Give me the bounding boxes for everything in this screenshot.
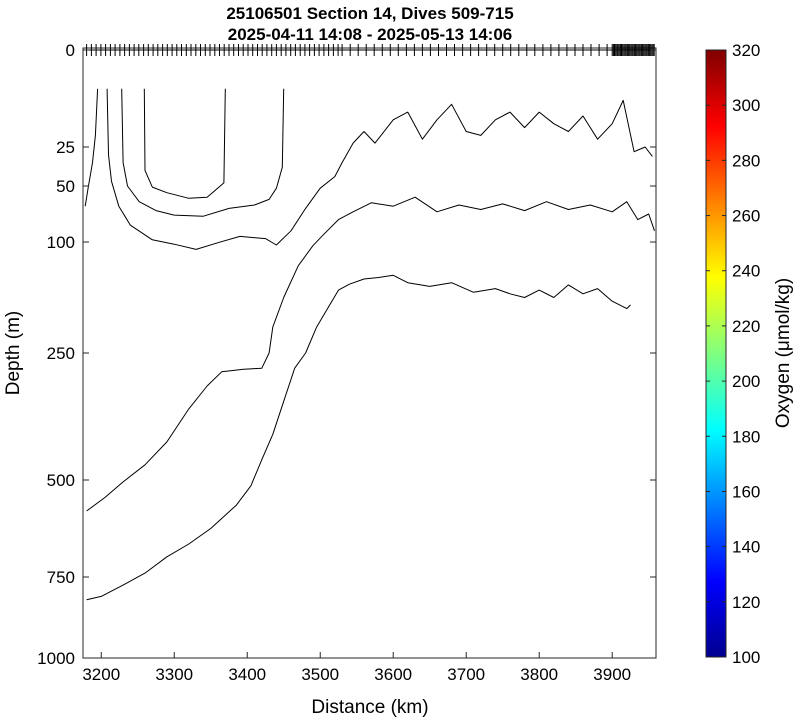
y-tick-label: 0 bbox=[66, 41, 75, 60]
colorbar-tick-label: 280 bbox=[732, 151, 760, 170]
colorbar-tick-label: 320 bbox=[732, 41, 760, 60]
x-tick-label: 3300 bbox=[155, 665, 193, 684]
x-tick-label: 3700 bbox=[447, 665, 485, 684]
colorbar-tick-label: 160 bbox=[732, 482, 760, 501]
x-axis-label: Distance (km) bbox=[311, 697, 428, 718]
colorbar-tick-label: 200 bbox=[732, 372, 760, 391]
x-tick-label: 3600 bbox=[374, 665, 412, 684]
y-tick-label: 750 bbox=[47, 568, 75, 587]
colorbar-tick-label: 300 bbox=[732, 96, 760, 115]
y-axis: 0 25 50 100 250 500 750 1000 bbox=[37, 41, 656, 668]
x-axis: 3200 3300 3400 3500 3600 3700 3800 3900 bbox=[82, 652, 631, 684]
y-tick-label: 25 bbox=[56, 138, 75, 157]
colorbar: 100 120 140 160 180 200 220 240 260 280 300 320 Oxy… bbox=[705, 41, 794, 667]
contour-line-c5 bbox=[86, 196, 655, 512]
contour-line-c2 bbox=[106, 88, 653, 250]
contour-line-c1 bbox=[84, 88, 99, 207]
x-tick-label: 3400 bbox=[228, 665, 266, 684]
colorbar-tick-label: 140 bbox=[732, 538, 760, 557]
contour-line-c6 bbox=[86, 274, 631, 601]
y-tick-label: 250 bbox=[47, 344, 75, 363]
colorbar-tick-label: 220 bbox=[732, 317, 760, 336]
plot-area: 3200 3300 3400 3500 3600 3700 3800 3900 0 25 50 10… bbox=[37, 41, 657, 684]
colorbar-ticks: 100 120 140 160 180 200 220 240 260 280 300 320 bbox=[706, 41, 760, 667]
y-axis-label: Depth (m) bbox=[3, 311, 24, 395]
colorbar-gradient bbox=[705, 49, 727, 658]
x-tick-label: 3500 bbox=[301, 665, 339, 684]
contour-lines bbox=[84, 88, 655, 601]
y-tick-label: 1000 bbox=[37, 649, 75, 668]
y-tick-label: 500 bbox=[47, 471, 75, 490]
contour-line-c4 bbox=[143, 88, 226, 199]
colorbar-tick-label: 260 bbox=[732, 207, 760, 226]
colorbar-tick-label: 240 bbox=[732, 262, 760, 281]
colorbar-tick-label: 180 bbox=[732, 427, 760, 446]
x-tick-label: 3200 bbox=[82, 665, 120, 684]
chart-title-line-2: 2025-04-11 14:08 - 2025-05-13 14:06 bbox=[228, 25, 513, 44]
dive-markers bbox=[83, 44, 656, 56]
contour-line-c3 bbox=[121, 88, 285, 217]
colorbar-tick-label: 100 bbox=[732, 648, 760, 667]
colorbar-tick-label: 120 bbox=[732, 593, 760, 612]
plot-frame bbox=[82, 47, 657, 659]
x-tick-label: 3900 bbox=[593, 665, 631, 684]
x-tick-label: 3800 bbox=[520, 665, 558, 684]
colorbar-label: Oxygen (μmol/kg) bbox=[773, 278, 794, 428]
y-tick-label: 50 bbox=[56, 177, 75, 196]
chart-title-line-1: 25106501 Section 14, Dives 509-715 bbox=[226, 4, 513, 23]
y-tick-label: 100 bbox=[47, 233, 75, 252]
